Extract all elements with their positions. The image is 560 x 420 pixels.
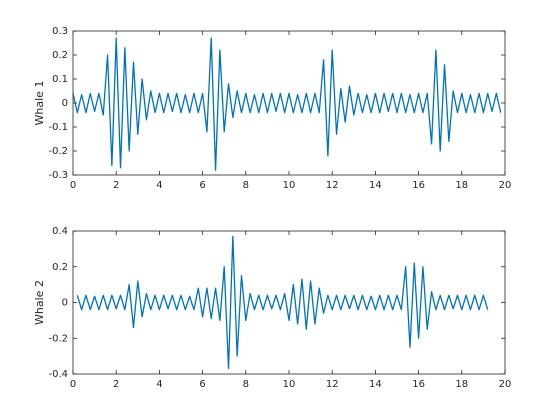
- x-tick-label: 20: [499, 379, 512, 390]
- x-tick-label: 16: [412, 180, 425, 191]
- y-tick-label: 0.2: [52, 50, 68, 61]
- y-tick-label: -0.2: [48, 146, 68, 157]
- y-tick-label: 0.3: [52, 26, 68, 37]
- x-tick-label: 0: [70, 180, 76, 191]
- y-tick-label: -0.3: [48, 170, 68, 181]
- plot-area: [73, 31, 505, 175]
- x-tick-label: 0: [70, 379, 76, 390]
- plot-area: [73, 231, 505, 374]
- y-axis-label: Whale 2: [33, 280, 46, 325]
- x-tick-label: 4: [156, 180, 162, 191]
- x-tick-label: 2: [113, 180, 119, 191]
- y-axis-label: Whale 1: [33, 81, 46, 126]
- y-tick-label: -0.1: [48, 122, 68, 133]
- x-tick-label: 18: [455, 180, 468, 191]
- x-tick-label: 14: [369, 379, 382, 390]
- y-tick-label: 0: [62, 298, 68, 309]
- y-tick-label: -0.4: [48, 369, 68, 380]
- x-tick-label: 14: [369, 180, 382, 191]
- x-tick-label: 2: [113, 379, 119, 390]
- y-tick-label: 0.1: [52, 74, 68, 85]
- y-tick-label: 0: [62, 98, 68, 109]
- x-tick-label: 20: [499, 180, 512, 191]
- x-tick-label: 16: [412, 379, 425, 390]
- x-tick-label: 6: [199, 180, 205, 191]
- x-tick-label: 4: [156, 379, 162, 390]
- x-tick-label: 8: [243, 180, 249, 191]
- x-tick-label: 6: [199, 379, 205, 390]
- x-tick-label: 10: [283, 379, 296, 390]
- waveform: [72, 37, 502, 171]
- y-tick-label: 0.2: [52, 262, 68, 273]
- y-tick-label: 0.4: [52, 226, 68, 237]
- x-tick-label: 18: [455, 379, 468, 390]
- waveform: [76, 235, 489, 370]
- x-tick-label: 12: [326, 379, 339, 390]
- y-tick-label: -0.2: [48, 333, 68, 344]
- x-tick-label: 10: [283, 180, 296, 191]
- x-tick-label: 12: [326, 180, 339, 191]
- x-tick-label: 8: [243, 379, 249, 390]
